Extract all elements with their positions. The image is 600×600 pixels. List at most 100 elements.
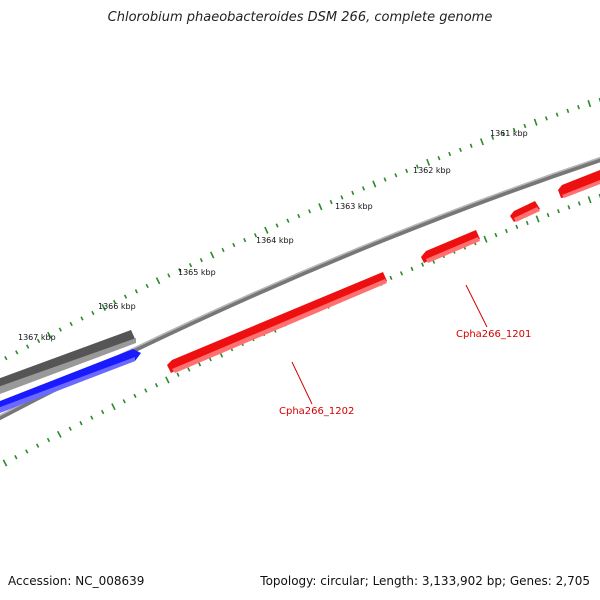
scale-tick	[372, 180, 377, 188]
scale-tick	[46, 437, 51, 443]
scale-tick	[577, 201, 581, 206]
accession-value: NC_008639	[75, 574, 145, 588]
scale-tick	[469, 143, 473, 148]
genes-value: 2,705	[555, 574, 590, 588]
scale-tick	[79, 421, 83, 426]
scale-tick	[14, 455, 18, 460]
scale-tick	[535, 215, 540, 223]
scale-tick	[415, 164, 419, 169]
genome-backbone	[0, 157, 600, 421]
scale-tick	[515, 224, 519, 230]
scale-label-1364: 1364 kbp	[256, 236, 294, 245]
scale-tick	[504, 228, 508, 234]
scale-tick	[394, 173, 398, 178]
genes-label: Genes:	[509, 574, 552, 588]
scale-tick	[361, 186, 366, 191]
scale-tick	[286, 218, 290, 223]
accession-label: Accession:	[8, 574, 72, 588]
scale-tick	[122, 399, 126, 404]
gray-feature	[0, 330, 136, 394]
scale-label-1362: 1362 kbp	[413, 166, 451, 175]
scale-tick	[15, 350, 19, 355]
outer-scale-ticks	[4, 97, 600, 361]
gene-cpha266-1202-arrow[interactable]	[167, 272, 387, 373]
scale-tick	[145, 283, 149, 289]
scale-tick	[297, 213, 301, 219]
scale-tick	[587, 196, 592, 204]
scale-tick	[566, 108, 570, 114]
scale-tick	[494, 232, 498, 238]
scale-tick	[187, 367, 191, 372]
red-gene-small	[510, 201, 540, 222]
scale-tick	[264, 226, 269, 234]
scale-tick	[523, 123, 527, 129]
scale-tick	[221, 247, 225, 253]
topology-value: circular	[320, 574, 365, 588]
scale-tick	[209, 251, 215, 259]
scale-tick	[405, 168, 409, 174]
scale-tick	[176, 372, 180, 377]
scale-tick	[90, 415, 94, 420]
scale-tick	[165, 376, 170, 384]
scale-tick	[25, 449, 29, 454]
scale-tick	[308, 209, 312, 214]
length-label: Length:	[372, 574, 419, 588]
scale-tick	[275, 223, 279, 228]
scale-tick	[458, 147, 462, 153]
gene-label-leader-1202	[291, 361, 313, 405]
scale-tick	[80, 316, 84, 321]
gene-cpha266-1201-arrow[interactable]	[421, 230, 480, 263]
scale-tick	[123, 294, 128, 299]
scale-tick	[4, 356, 8, 361]
scale-tick	[502, 131, 505, 136]
scale-tick	[199, 257, 203, 263]
scale-tick	[197, 362, 202, 367]
scale-tick	[25, 344, 30, 349]
scale-tick	[555, 112, 559, 117]
scale-tick	[525, 220, 529, 226]
gene-label-cpha266-1201[interactable]: Cpha266_1201	[456, 329, 531, 340]
scale-tick	[56, 430, 62, 438]
accession-info: Accession: NC_008639	[8, 574, 144, 588]
separator: ;	[364, 574, 369, 588]
scale-tick	[533, 118, 538, 126]
scale-tick	[155, 277, 161, 285]
scale-tick	[111, 403, 116, 411]
gene-label-cpha266-1202[interactable]: Cpha266_1202	[279, 406, 354, 417]
scale-label-1365: 1365 kbp	[178, 268, 216, 277]
red-gene-edge	[558, 169, 600, 198]
scale-tick	[479, 138, 484, 146]
scale-tick	[133, 393, 137, 398]
gene-label-leader-1201	[465, 284, 488, 328]
scale-tick	[389, 275, 393, 281]
scale-tick	[154, 383, 159, 388]
scale-tick	[47, 331, 52, 339]
scale-tick	[100, 409, 105, 415]
scale-tick	[544, 116, 548, 121]
scale-tick	[68, 426, 72, 431]
scale-tick	[546, 212, 550, 218]
scale-tick	[134, 289, 138, 294]
length-value: 3,133,902 bp	[421, 574, 502, 588]
separator: ;	[501, 574, 507, 588]
scale-tick	[437, 155, 441, 161]
scale-tick	[2, 459, 8, 467]
forward-gene-blue	[0, 349, 141, 413]
scale-tick	[587, 100, 592, 108]
scale-tick	[421, 262, 425, 267]
scale-tick	[577, 105, 580, 110]
scale-tick	[426, 158, 431, 166]
scale-tick	[243, 237, 247, 243]
scale-tick	[557, 209, 560, 214]
scale-tick	[351, 190, 355, 196]
scale-tick	[512, 127, 516, 133]
scale-tick	[567, 205, 571, 210]
scale-label-1367: 1367 kbp	[18, 333, 56, 342]
scale-tick	[69, 321, 73, 327]
genome-stats: Topology: circular; Length: 3,133,902 bp…	[260, 574, 590, 588]
scale-tick	[253, 233, 258, 238]
scale-tick	[36, 338, 41, 344]
scale-tick	[491, 135, 495, 140]
scale-tick	[383, 177, 387, 182]
scale-tick	[58, 327, 62, 332]
